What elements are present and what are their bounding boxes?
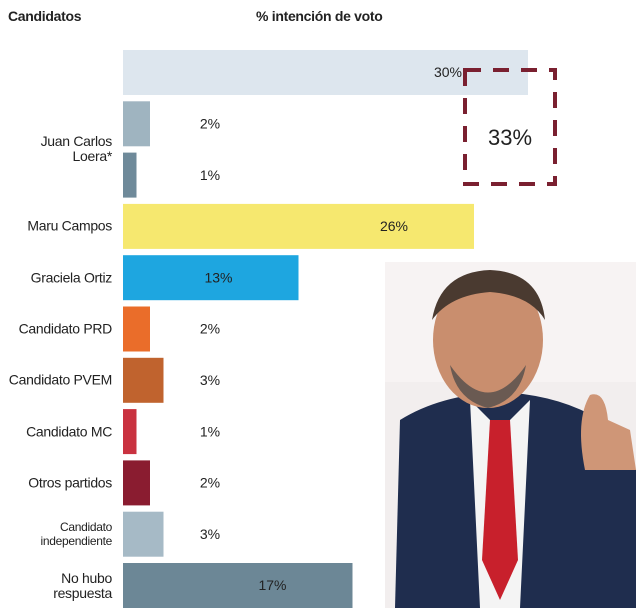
value-label: 1% bbox=[200, 167, 220, 183]
value-label: 1% bbox=[200, 423, 220, 439]
category-label: Candidato independiente bbox=[40, 520, 112, 549]
category-label: Candidato MC bbox=[26, 423, 112, 440]
category-label: No hubo respuesta bbox=[53, 569, 112, 601]
bar bbox=[123, 255, 299, 301]
category-label: Candidato PVEM bbox=[8, 371, 113, 388]
category-label: Candidato PRD bbox=[18, 320, 113, 337]
category-header: Candidatos bbox=[8, 8, 82, 24]
bar bbox=[123, 50, 528, 95]
bar bbox=[123, 203, 474, 249]
bar bbox=[123, 409, 137, 455]
value-label: 2% bbox=[200, 475, 220, 491]
bar bbox=[123, 152, 137, 198]
category-label: Graciela Ortiz bbox=[30, 269, 113, 286]
bar bbox=[123, 306, 150, 352]
chart-title: % intención de voto bbox=[256, 8, 383, 24]
value-label: 3% bbox=[200, 526, 220, 542]
value-label: 2% bbox=[200, 116, 220, 132]
annotation-label: 33% bbox=[488, 125, 532, 150]
bar bbox=[123, 101, 150, 147]
photo bbox=[385, 262, 636, 608]
bar bbox=[123, 511, 164, 557]
annotation: 33% bbox=[463, 68, 557, 186]
value-label: 26% bbox=[380, 218, 408, 234]
bar bbox=[123, 563, 353, 608]
value-label: 17% bbox=[258, 577, 286, 593]
value-label: 2% bbox=[200, 321, 220, 337]
bar bbox=[123, 357, 164, 403]
annotation-box bbox=[463, 68, 557, 186]
value-label: 13% bbox=[204, 269, 232, 285]
value-label: 30% bbox=[434, 64, 462, 80]
bar bbox=[123, 460, 150, 506]
value-label: 3% bbox=[200, 372, 220, 388]
category-label: Maru Campos bbox=[27, 217, 112, 234]
category-label: Otros partidos bbox=[28, 474, 112, 491]
bars: 30% 2% 1% 26% 13% 2% 3% 1% 2% 3% 17% bbox=[123, 50, 528, 608]
category-label: Juan Carlos Loera* bbox=[40, 133, 113, 165]
